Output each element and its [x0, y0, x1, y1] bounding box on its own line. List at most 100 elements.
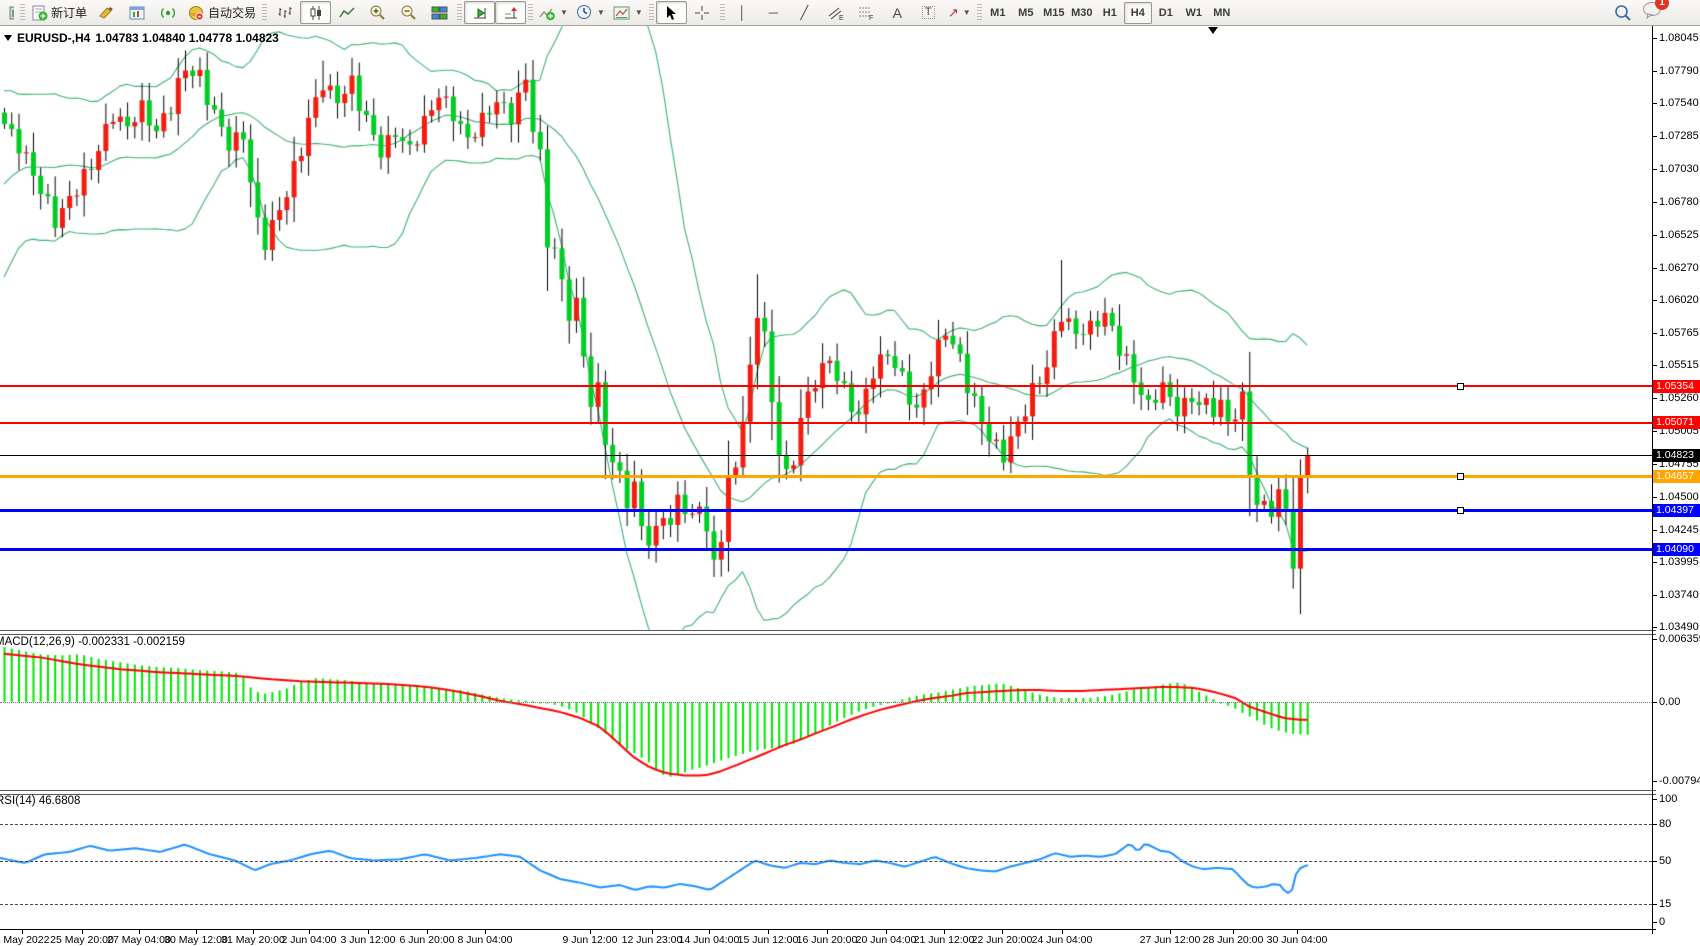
search-icon[interactable] [1614, 4, 1632, 22]
new-order-button[interactable]: 新订单 [27, 1, 91, 24]
price-tick [1653, 71, 1657, 73]
price-level-line[interactable] [0, 548, 1652, 552]
toolbar-right-group: 1 [1614, 0, 1669, 24]
arrow-object-icon: ↗ [947, 5, 959, 20]
arrows-button[interactable]: ↗ ▼ [944, 1, 975, 24]
text-label-icon: T [921, 6, 935, 19]
crosshair-icon [695, 5, 710, 20]
time-tick [22, 929, 23, 934]
crosshair-button[interactable] [687, 1, 718, 24]
indicators-button[interactable]: ▼ [535, 1, 572, 24]
price-level-line[interactable] [0, 508, 1652, 512]
timeframe-button-mn[interactable]: MN [1213, 6, 1231, 19]
trendline-icon: ╱ [800, 5, 809, 20]
toolbar-grip [262, 3, 268, 22]
time-label: 27 Jun 12:00 [1139, 934, 1201, 946]
price-level-line[interactable] [0, 421, 1652, 424]
price-level-line[interactable] [0, 454, 1652, 456]
time-label: 2 Jun 04:00 [281, 934, 337, 946]
text-button[interactable]: A [882, 1, 913, 24]
rsi-level-line [0, 903, 1652, 905]
timeframe-button-m15[interactable]: M15 [1043, 6, 1065, 19]
svg-text:E: E [839, 15, 844, 21]
autotrading-button[interactable]: 自动交易 [184, 1, 260, 24]
macd-panel-separator[interactable] [0, 630, 1656, 635]
chart-shift-button[interactable] [495, 1, 527, 24]
rsi-tick-label: 0 [1659, 916, 1666, 928]
vertical-line-button[interactable]: │ [727, 1, 758, 24]
market-watch-button[interactable] [153, 1, 184, 24]
price-level-line[interactable] [0, 385, 1652, 388]
timeframe-button-h4[interactable]: H4 [1123, 1, 1152, 24]
price-tick-label: 1.07790 [1659, 65, 1699, 78]
rsi-tick-label: 100 [1659, 793, 1678, 805]
periods-button[interactable]: ▼ [572, 1, 609, 24]
price-tick-label: 1.07540 [1659, 97, 1699, 110]
chart-title: EURUSD-,H4 1.04783 1.04840 1.04778 1.048… [4, 31, 279, 45]
chart-window-icon [9, 6, 14, 19]
time-tick [652, 929, 653, 934]
time-label: 20 Jun 04:00 [855, 934, 917, 946]
time-label: 4 May 2022 [0, 934, 50, 946]
line-handle[interactable] [1457, 507, 1464, 515]
price-tick-label: 1.05260 [1659, 392, 1699, 405]
price-tick [1653, 300, 1657, 302]
time-label: 9 Jun 12:00 [562, 934, 618, 946]
indicators-icon [539, 8, 555, 20]
styler-button[interactable] [91, 1, 122, 24]
timeframe-button-m1[interactable]: M1 [990, 6, 1006, 19]
main-toolbar: 新订单 自动交易 [0, 0, 1700, 26]
price-tick-label: 1.07030 [1659, 163, 1699, 176]
timeframe-button-h1[interactable]: H1 [1102, 6, 1117, 19]
brush-icon [99, 6, 114, 19]
price-tick [1653, 267, 1657, 269]
chart-marker-icon [4, 35, 12, 41]
clipped-icon[interactable] [0, 1, 18, 24]
fibonacci-icon: F [858, 7, 873, 21]
trendline-button[interactable]: ╱ [789, 1, 820, 24]
timeframe-button-d1[interactable]: D1 [1158, 6, 1173, 19]
template-icon [613, 6, 630, 19]
price-tick [1653, 562, 1657, 564]
toolbar-grip [528, 3, 534, 22]
price-tick [1653, 136, 1657, 138]
tile-windows-button[interactable] [424, 1, 455, 24]
price-tick-label: 1.04245 [1659, 523, 1699, 536]
timeframe-button-m5[interactable]: M5 [1018, 6, 1034, 19]
chart-shift-marker[interactable] [1208, 27, 1218, 34]
horizontal-line-button[interactable]: ─ [758, 1, 789, 24]
time-label: 6 Jun 20:00 [399, 934, 455, 946]
channel-button[interactable]: E [820, 1, 851, 24]
cursor-button[interactable] [655, 1, 687, 24]
time-label: 12 Jun 23:00 [621, 934, 683, 946]
time-tick [1233, 929, 1234, 934]
price-tick [1653, 365, 1657, 367]
price-tick [1653, 103, 1657, 105]
notification-badge: 1 [1655, 0, 1669, 10]
timeframe-button-m30[interactable]: M30 [1071, 6, 1093, 19]
line-chart-button[interactable] [331, 1, 362, 24]
price-level-line[interactable] [0, 474, 1652, 478]
rsi-panel-separator[interactable] [0, 790, 1656, 795]
text-icon: A [892, 4, 902, 21]
candlestick-button[interactable] [300, 1, 332, 24]
bar-chart-button[interactable] [269, 1, 300, 24]
line-handle[interactable] [1457, 383, 1464, 391]
timeframe-button-w1[interactable]: W1 [1185, 6, 1203, 19]
autoscroll-button[interactable] [464, 1, 496, 24]
new-chart-button[interactable] [122, 1, 153, 24]
svg-text:F: F [869, 15, 873, 21]
price-tick-label: 1.03995 [1659, 556, 1699, 569]
fibonacci-button[interactable]: F [851, 1, 882, 24]
templates-button[interactable]: ▼ [609, 1, 647, 24]
text-label-button[interactable]: T [913, 1, 944, 24]
zoom-out-button[interactable] [393, 1, 424, 24]
line-handle[interactable] [1457, 473, 1464, 481]
signal-icon [161, 7, 175, 18]
zoom-in-button[interactable] [362, 1, 393, 24]
horizontal-line-icon: ─ [768, 5, 778, 20]
new-chart-icon [129, 6, 145, 19]
new-order-icon [32, 5, 48, 20]
chat-button[interactable]: 1 [1642, 0, 1669, 24]
